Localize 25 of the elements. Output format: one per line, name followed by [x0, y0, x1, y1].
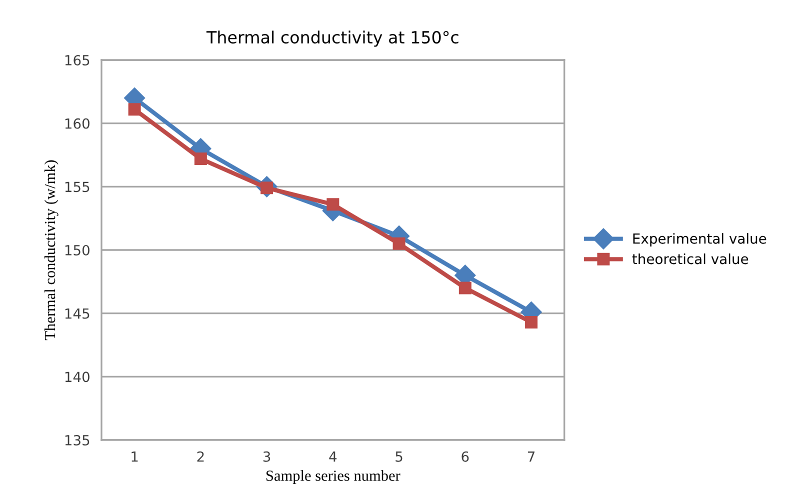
y-tick-label: 135 — [65, 434, 90, 446]
y-tick-label: 140 — [65, 372, 90, 382]
y-tick-label: 155 — [65, 182, 90, 192]
y-tick-label: 165 — [65, 54, 90, 66]
y-tick-label: 150 — [65, 244, 90, 256]
x-tick-label: 2 — [197, 451, 204, 462]
point — [525, 316, 538, 328]
point — [194, 152, 207, 166]
x-tick-label: 6 — [462, 451, 469, 462]
y-axis-title: Thermal conductivity (w/mk) — [44, 160, 58, 340]
legend-label: theoretical value — [632, 253, 748, 264]
legend-label: Experimental value — [633, 233, 766, 247]
x-tick-label: 3 — [263, 451, 270, 462]
x-tick-label: 4 — [329, 452, 337, 462]
point — [128, 103, 141, 116]
x-tick-label: 1 — [132, 452, 138, 462]
y-tick-label: 145 — [65, 308, 90, 319]
y-tick-label: 160 — [65, 118, 90, 129]
point — [458, 282, 472, 294]
x-tick-label: 7 — [528, 452, 535, 462]
x-tick-label: 5 — [396, 452, 402, 462]
chart-title: Thermal conductivity at 150°c — [206, 30, 458, 47]
point — [326, 198, 340, 211]
x-axis-title: Sample series number — [266, 470, 400, 484]
point — [392, 237, 406, 250]
